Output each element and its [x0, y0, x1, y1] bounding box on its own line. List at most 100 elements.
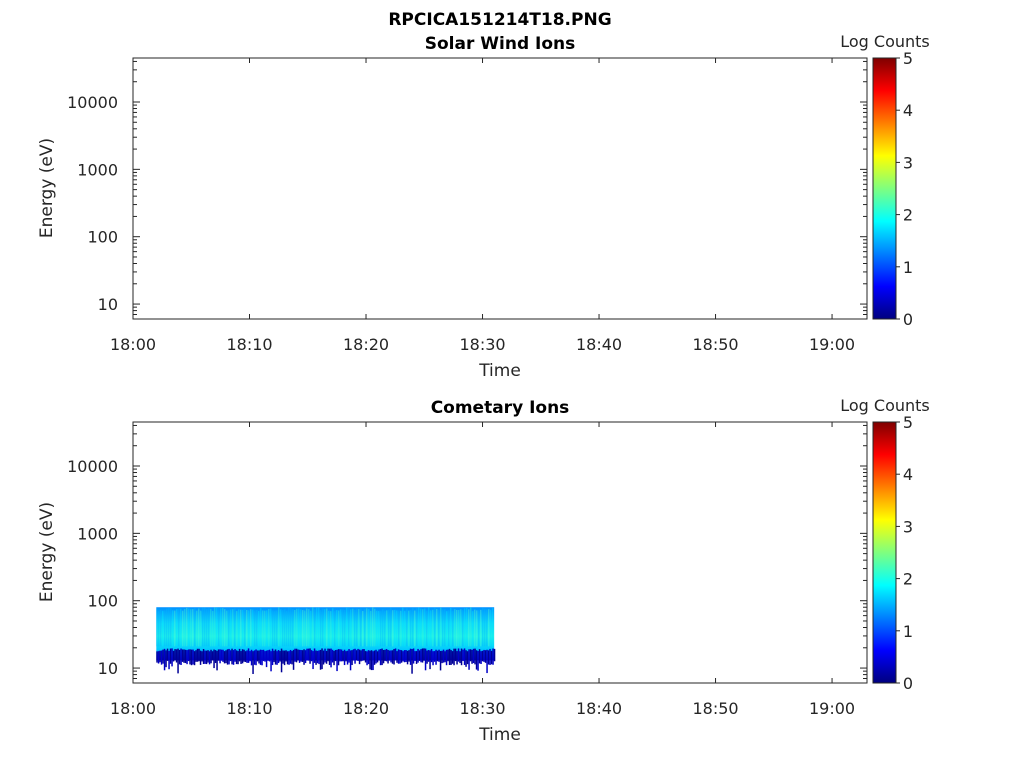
heatmap-low-energy-cell [277, 650, 280, 664]
heatmap-streak [212, 611, 214, 647]
colorbar [872, 57, 897, 320]
heatmap-streak [354, 609, 356, 647]
heatmap-streak [178, 608, 180, 647]
heatmap-streak [256, 610, 258, 647]
heatmap-low-energy-cell [262, 649, 265, 662]
x-tick-label: 18:20 [343, 699, 389, 718]
x-tick-labels: 18:00 18:10 18:20 18:30 18:40 18:50 19:00 [110, 699, 855, 718]
heatmap-streak [402, 607, 404, 647]
x-tick-label: 18:30 [459, 699, 505, 718]
heatmap-streak [396, 610, 398, 647]
heatmap-low-energy-cell [334, 650, 337, 662]
heatmap-low-energy-cell [429, 650, 431, 670]
heatmap-low-energy-cell [297, 649, 299, 661]
heatmap-streak [320, 610, 322, 647]
heatmap-streak [344, 609, 346, 647]
heatmap-streak [348, 607, 350, 647]
heatmap-streak [334, 611, 336, 647]
heatmap-streak [362, 610, 364, 647]
colorbar-label: Log Counts [840, 32, 930, 51]
heatmap-low-energy-cell [424, 648, 427, 671]
heatmap-streak [210, 608, 212, 647]
heatmap-low-energy-cell [166, 648, 169, 661]
heatmap-low-energy-cell [402, 651, 404, 662]
colorbar-tick-label: 3 [903, 517, 913, 536]
heatmap-low-energy-cell [162, 649, 164, 664]
heatmap-streak [442, 609, 444, 647]
heatmap-low-energy-cell [223, 651, 226, 664]
colorbar-ticks: 0 1 2 3 4 5 [896, 413, 913, 693]
x-tick-label: 18:00 [110, 335, 156, 354]
heatmap-low-energy-cell [180, 648, 182, 665]
heatmap-low-energy-cell [406, 650, 409, 665]
tick-layer [132, 422, 867, 684]
x-tick-label: 19:00 [809, 699, 855, 718]
heatmap-low-energy-cell [457, 648, 460, 662]
x-tick-label: 18:20 [343, 335, 389, 354]
heatmap-low-energy-cell [181, 649, 184, 662]
heatmap-low-energy-cell [418, 650, 421, 661]
heatmap-streak [254, 610, 256, 647]
heatmap-low-energy-cell [339, 649, 341, 662]
heatmap-streak [322, 608, 324, 647]
heatmap-low-energy-cell [211, 651, 214, 661]
colorbar-ticks: 0 1 2 3 4 5 [896, 49, 913, 329]
heatmap-low-energy-cell [186, 650, 188, 665]
heatmap-low-energy-cell [366, 651, 368, 666]
heatmap-low-energy-cell [468, 649, 470, 670]
heatmap-streak [440, 607, 442, 647]
y-tick-label: 10 [98, 295, 118, 314]
heatmap-streak [248, 610, 250, 647]
heatmap-low-energy-cell [267, 650, 269, 661]
colorbar-tick-label: 0 [903, 310, 913, 329]
heatmap-low-energy-cell [171, 648, 173, 667]
heatmap-low-energy-cell [450, 650, 452, 665]
heatmap-low-energy-cell [234, 649, 236, 662]
heatmap-low-energy-cell [394, 648, 397, 661]
heatmap-streak [352, 608, 354, 647]
heatmap-streak [472, 611, 474, 647]
heatmap-streak [230, 609, 232, 647]
heatmap-low-energy-cell [250, 649, 253, 666]
heatmap-streak [490, 609, 492, 647]
heatmap-streak [298, 608, 300, 647]
heatmap-streak [448, 610, 450, 647]
heatmap-streak [282, 609, 284, 647]
heatmap-low-energy-cell [448, 648, 451, 666]
heatmap-low-energy-cell [258, 650, 260, 664]
colorbar-tick-label: 1 [903, 622, 913, 641]
heatmap-streak [324, 609, 326, 647]
heatmap-low-energy-cell [175, 649, 178, 663]
heatmap-low-energy-cell [325, 650, 328, 664]
heatmap-low-energy-cell [372, 651, 374, 671]
heatmap-low-energy-cell [189, 649, 191, 665]
heatmap-streak [336, 610, 338, 647]
heatmap-low-energy-cell [246, 650, 248, 663]
heatmap-streak [190, 609, 192, 647]
x-tick-label: 19:00 [809, 335, 855, 354]
heatmap-low-energy-cell [336, 649, 338, 672]
heatmap-low-energy-cell [295, 648, 298, 663]
heatmap-streak [314, 608, 316, 647]
heatmap-streak [160, 609, 162, 647]
heatmap-low-energy-cell [303, 649, 305, 665]
y-tick-label: 1000 [77, 160, 118, 179]
heatmap-low-energy-cell [240, 651, 242, 664]
heatmap-low-energy-cell [321, 648, 323, 670]
heatmap-streak [268, 608, 270, 647]
heatmap-low-energy-cell [235, 650, 238, 665]
heatmap-streak [406, 608, 408, 647]
heatmap-low-energy-cell [192, 649, 194, 665]
heatmap-low-energy-cell [490, 650, 493, 665]
heatmap-low-energy-cell [400, 650, 403, 663]
x-tick-label: 18:00 [110, 699, 156, 718]
heatmap-low-energy-cell [195, 650, 197, 662]
heatmap-streak [288, 607, 290, 647]
heatmap-low-energy-cell [352, 649, 355, 661]
heatmap-low-energy-cell [270, 651, 272, 672]
heatmap-low-energy-cell [417, 648, 419, 663]
heatmap-low-energy-cell [282, 650, 284, 664]
heatmap-low-energy-cell [328, 648, 331, 665]
heatmap-low-energy-cell [201, 651, 203, 662]
heatmap-low-energy-cell [454, 648, 457, 662]
